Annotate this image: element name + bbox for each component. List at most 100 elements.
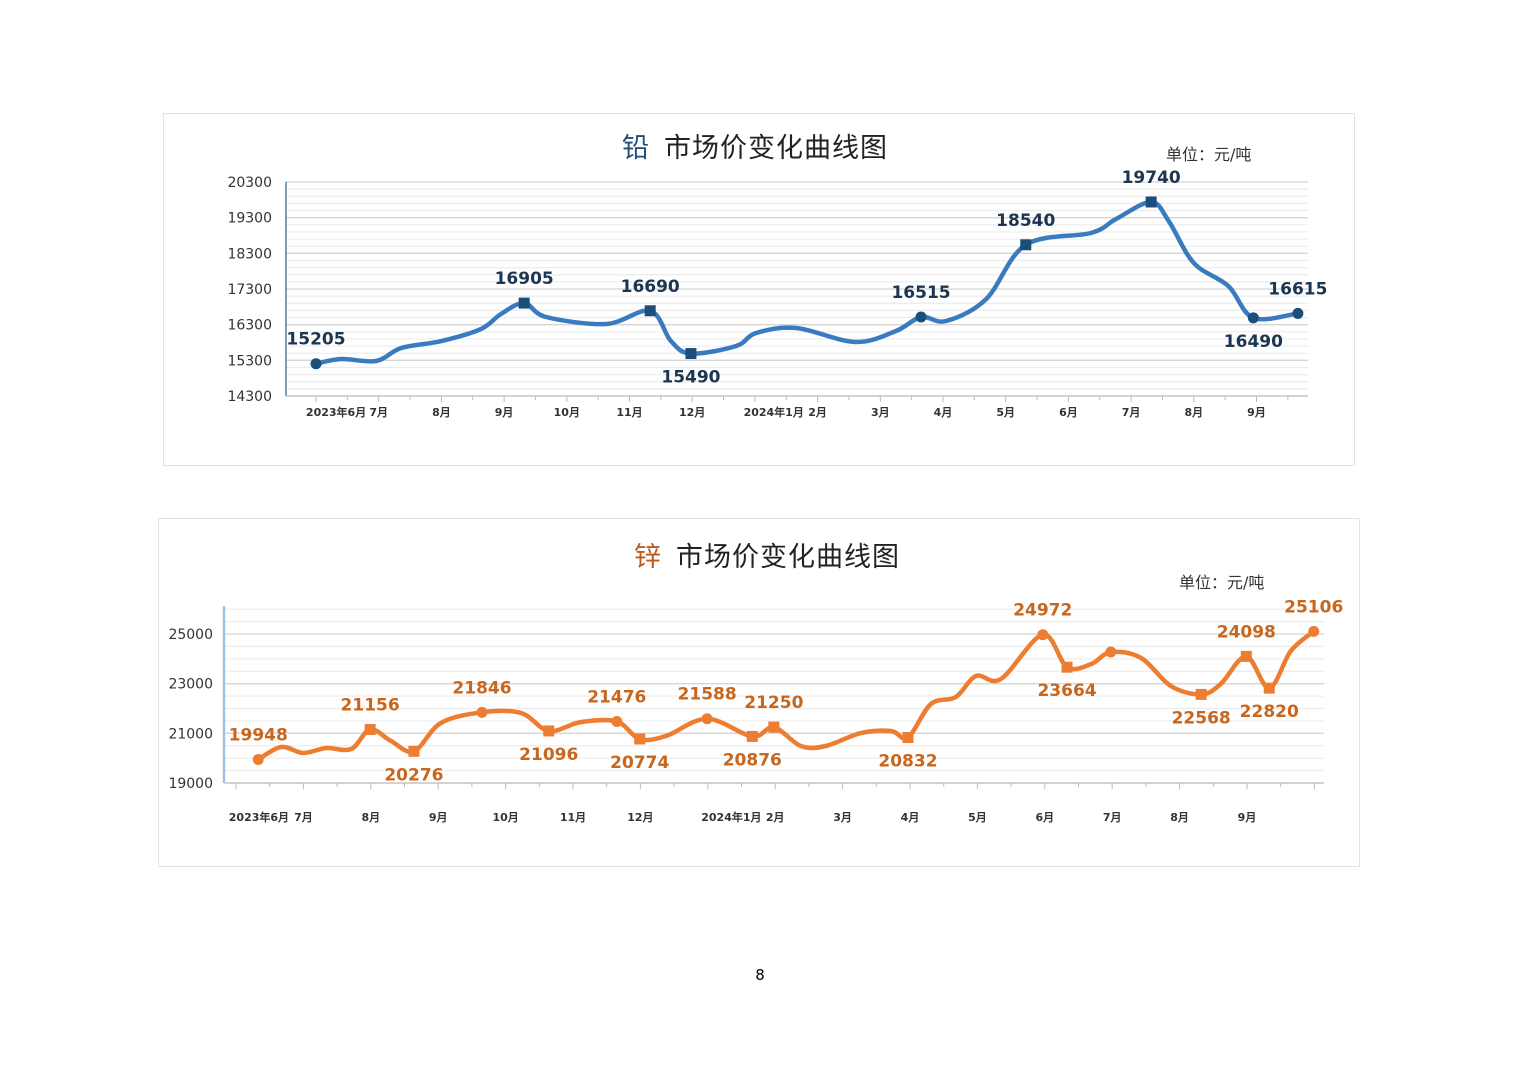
data-label: 24972: [1013, 601, 1072, 621]
y-tick-label: 20300: [227, 175, 272, 191]
x-tick-label: 5月: [996, 406, 1015, 419]
chart-title-metal: 铅: [622, 133, 650, 164]
y-tick-label: 23000: [168, 677, 213, 693]
data-label: 20832: [878, 752, 937, 772]
x-tick-label: 2023年6月: [229, 810, 289, 824]
chart-title-metal: 锌: [634, 542, 662, 573]
y-tick-label: 21000: [168, 726, 213, 742]
x-tick-label: 9月: [1247, 406, 1266, 419]
data-label: 22820: [1240, 702, 1299, 722]
data-point-square: [1061, 661, 1073, 673]
data-point-circle: [310, 358, 322, 370]
data-label: 16490: [1224, 332, 1283, 352]
data-label: 21476: [587, 688, 646, 708]
data-point-circle: [476, 706, 488, 718]
data-point-circle: [611, 716, 623, 728]
data-label: 21156: [341, 695, 400, 715]
x-tick-label: 11月: [560, 811, 586, 824]
x-tick-label: 9月: [495, 406, 514, 419]
data-point-circle: [1292, 307, 1304, 319]
data-point-circle: [1308, 625, 1320, 637]
data-point-square: [768, 721, 780, 733]
data-point-circle: [1037, 629, 1049, 641]
data-label: 15205: [286, 330, 345, 350]
data-label: 19740: [1122, 168, 1181, 188]
x-tick-label: 7月: [1122, 406, 1141, 419]
data-point-square: [1195, 688, 1207, 700]
data-label: 15490: [661, 368, 720, 388]
y-tick-label: 25000: [168, 627, 213, 643]
data-point-square: [1020, 239, 1032, 251]
y-tick-label: 14300: [227, 389, 272, 405]
data-point-square: [644, 305, 656, 317]
data-label: 16690: [621, 277, 680, 297]
data-point-square: [634, 733, 646, 745]
data-label: 16615: [1268, 279, 1327, 299]
y-tick-label: 17300: [227, 282, 272, 298]
zinc-chart-plot: 19000 21000 23000 25000 2023年6月 7月 8月 9月 10月 11月 1…: [168, 597, 1343, 824]
x-tick-label: 3月: [871, 406, 890, 419]
x-tick-label: 2024年1月: [744, 405, 804, 419]
data-point-square: [1240, 650, 1252, 662]
y-tick-label: 15300: [227, 353, 272, 369]
chart-title: 铅市场价变化曲线图: [622, 126, 888, 165]
data-label: 20876: [723, 750, 782, 770]
page-number: 8: [755, 966, 765, 984]
data-point-square: [902, 732, 914, 744]
unit-label: 单位：元/吨: [1166, 145, 1252, 164]
data-point-circle: [915, 311, 927, 323]
data-point-square: [1263, 682, 1275, 694]
data-point-square: [746, 730, 758, 742]
x-tick-label: 9月: [429, 811, 448, 824]
data-label: 16515: [891, 283, 950, 303]
data-point-circle: [1105, 646, 1117, 658]
x-tick-label: 6月: [1059, 406, 1078, 419]
data-label: 24098: [1217, 622, 1276, 642]
data-point-square: [364, 723, 376, 735]
data-point-square: [518, 297, 530, 309]
lead-price-chart: 铅市场价变化曲线图 单位：元/吨 14300 15300 16300 17300 183…: [163, 113, 1355, 466]
x-tick-label: 8月: [361, 811, 380, 824]
y-tick-label: 18300: [227, 246, 272, 262]
y-tick-label: 16300: [227, 318, 272, 334]
data-label: 21588: [678, 685, 737, 705]
x-tick-label: 8月: [1170, 811, 1189, 824]
x-tick-label: 2月: [766, 811, 785, 824]
x-tick-label: 4月: [901, 811, 920, 824]
data-label: 20774: [610, 753, 669, 773]
y-tick-label: 19000: [168, 776, 213, 792]
data-point-square: [685, 348, 697, 360]
data-point-square: [408, 745, 420, 757]
chart-title-text: 市场价变化曲线图: [664, 133, 888, 164]
x-tick-label: 10月: [554, 406, 580, 419]
x-tick-label: 7月: [1103, 811, 1122, 824]
x-tick-label: 12月: [627, 811, 653, 824]
data-point-circle: [1247, 312, 1259, 324]
data-point-circle: [252, 753, 264, 765]
price-line: [255, 629, 1316, 762]
x-tick-label: 4月: [934, 406, 953, 419]
x-tick-label: 9月: [1238, 811, 1257, 824]
data-label: 21096: [519, 745, 578, 765]
data-point-circle: [701, 713, 713, 725]
x-tick-label: 2023年6月: [306, 405, 366, 419]
zinc-price-chart: 锌市场价变化曲线图 单位：元/吨 19000 21000 23000 25000 202…: [158, 518, 1360, 867]
unit-label: 单位：元/吨: [1179, 573, 1265, 592]
data-point-square: [1145, 196, 1157, 208]
data-point-square: [543, 725, 555, 737]
data-label: 16905: [495, 269, 554, 289]
x-tick-label: 11月: [616, 406, 642, 419]
lead-chart-plot: 14300 15300 16300 17300 18300 19300 20300 2023年…: [227, 168, 1327, 419]
data-label: 22568: [1172, 708, 1231, 728]
data-label: 23664: [1037, 681, 1096, 701]
data-label: 19948: [229, 725, 288, 745]
x-tick-label: 8月: [1184, 406, 1203, 419]
x-tick-label: 2024年1月: [701, 810, 761, 824]
x-tick-label: 6月: [1035, 811, 1054, 824]
data-label: 21250: [744, 693, 803, 713]
x-tick-label: 10月: [492, 811, 518, 824]
data-label: 25106: [1284, 597, 1343, 617]
data-label: 20276: [384, 765, 443, 785]
x-tick-label: 7月: [369, 406, 388, 419]
